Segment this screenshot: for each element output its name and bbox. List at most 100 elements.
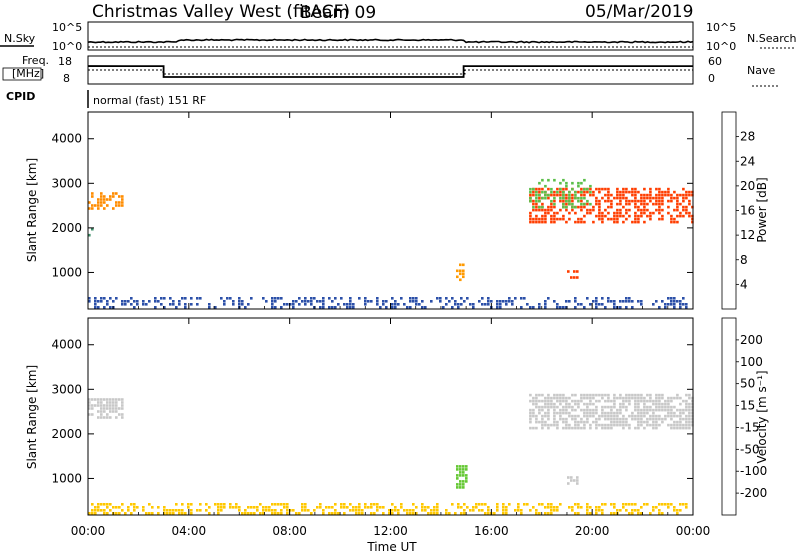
velocity-data-cell: [547, 512, 550, 515]
power-data-cell: [91, 227, 94, 231]
velocity-data-cell: [655, 417, 658, 421]
power-data-cell: [643, 211, 646, 215]
velocity-data-cell: [208, 512, 211, 515]
power-data-cell: [499, 306, 502, 309]
colorbar-tick-label: 28: [740, 130, 755, 144]
power-data-cell: [676, 205, 679, 209]
velocity-data-cell: [349, 503, 352, 506]
power-data-cell: [655, 199, 658, 203]
power-data-cell: [538, 190, 541, 194]
power-data-cell: [520, 306, 523, 309]
velocity-data-cell: [465, 477, 468, 480]
power-data-cell: [379, 306, 382, 309]
velocity-data-cell: [550, 399, 553, 403]
power-data-cell: [535, 205, 538, 209]
velocity-data-cell: [559, 411, 562, 415]
power-data-cell: [538, 217, 541, 221]
velocity-data-cell: [382, 512, 385, 515]
velocity-data-cell: [121, 401, 124, 404]
colorbar-frame: [721, 317, 737, 516]
velocity-data-cell: [622, 417, 625, 421]
velocity-data-cell: [604, 411, 607, 415]
velocity-data-cell: [547, 417, 550, 421]
power-data-cell: [103, 306, 106, 309]
velocity-data-cell: [349, 509, 352, 512]
velocity-data: [88, 393, 694, 515]
power-data-cell: [343, 303, 346, 306]
velocity-data-cell: [301, 506, 304, 509]
velocity-data-cell: [466, 506, 469, 509]
velocity-data-cell: [637, 396, 640, 400]
power-data-cell: [613, 303, 616, 306]
velocity-data-cell: [121, 407, 124, 410]
power-data-cell: [559, 181, 562, 185]
velocity-data-cell: [331, 512, 334, 515]
velocity-data-cell: [688, 408, 691, 412]
velocity-data-cell: [229, 506, 232, 509]
power-data-cell: [573, 276, 576, 279]
velocity-data-cell: [559, 503, 562, 506]
velocity-data-cell: [691, 405, 694, 409]
velocity-data-cell: [619, 423, 622, 427]
power-data-cell: [616, 187, 619, 191]
power-data-cell: [673, 303, 676, 306]
power-data-cell: [121, 204, 124, 207]
velocity-data-cell: [247, 512, 250, 515]
power-data-cell: [538, 306, 541, 309]
velocity-data-cell: [640, 512, 643, 515]
power-data-cell: [523, 297, 526, 300]
velocity-data-cell: [547, 393, 550, 397]
power-data-cell: [607, 217, 610, 221]
velocity-data-cell: [121, 413, 124, 416]
velocity-data-cell: [142, 509, 145, 512]
velocity-data-cell: [529, 420, 532, 424]
power-data-cell: [94, 204, 97, 207]
power-data-cell: [136, 300, 139, 303]
velocity-data-cell: [567, 476, 570, 479]
power-data-cell: [556, 211, 559, 215]
velocity-data-cell: [652, 399, 655, 403]
x-tick-label: 12:00: [373, 524, 408, 538]
power-data-cell: [574, 190, 577, 194]
velocity-data-cell: [103, 503, 106, 506]
freq-trace: [87, 65, 693, 78]
power-data-cell: [277, 297, 280, 300]
power-data-cell: [640, 208, 643, 212]
velocity-data-cell: [238, 509, 241, 512]
velocity-data-cell: [88, 401, 91, 404]
velocity-data-cell: [652, 506, 655, 509]
power-data-cell: [568, 202, 571, 206]
power-data-cell: [136, 303, 139, 306]
velocity-data-cell: [667, 506, 670, 509]
velocity-data-cell: [103, 398, 106, 401]
power-data-cell: [472, 303, 475, 306]
velocity-data-cell: [610, 399, 613, 403]
velocity-data-cell: [445, 512, 448, 515]
power-data-cell: [691, 190, 694, 194]
velocity-data-cell: [478, 503, 481, 506]
power-data-cell: [586, 211, 589, 215]
velocity-data-cell: [571, 399, 574, 403]
velocity-data-cell: [91, 413, 94, 416]
velocity-data-cell: [607, 393, 610, 397]
power-data-cell: [667, 303, 670, 306]
velocity-data-cell: [664, 417, 667, 421]
velocity-data-cell: [88, 512, 91, 515]
power-data-cell: [385, 300, 388, 303]
power-data-cell: [649, 211, 652, 215]
power-data-cell: [415, 297, 418, 300]
power-data-cell: [280, 297, 283, 300]
velocity-data-cell: [631, 417, 634, 421]
power-data-cell: [181, 297, 184, 300]
velocity-data-cell: [625, 509, 628, 512]
power-data-cell: [676, 220, 679, 224]
velocity-data-cell: [465, 465, 468, 468]
velocity-data-cell: [643, 426, 646, 430]
velocity-data-cell: [337, 512, 340, 515]
velocity-data-cell: [628, 402, 631, 406]
power-data-cell: [118, 195, 121, 198]
velocity-data-cell: [456, 468, 459, 471]
velocity-data-cell: [355, 509, 358, 512]
